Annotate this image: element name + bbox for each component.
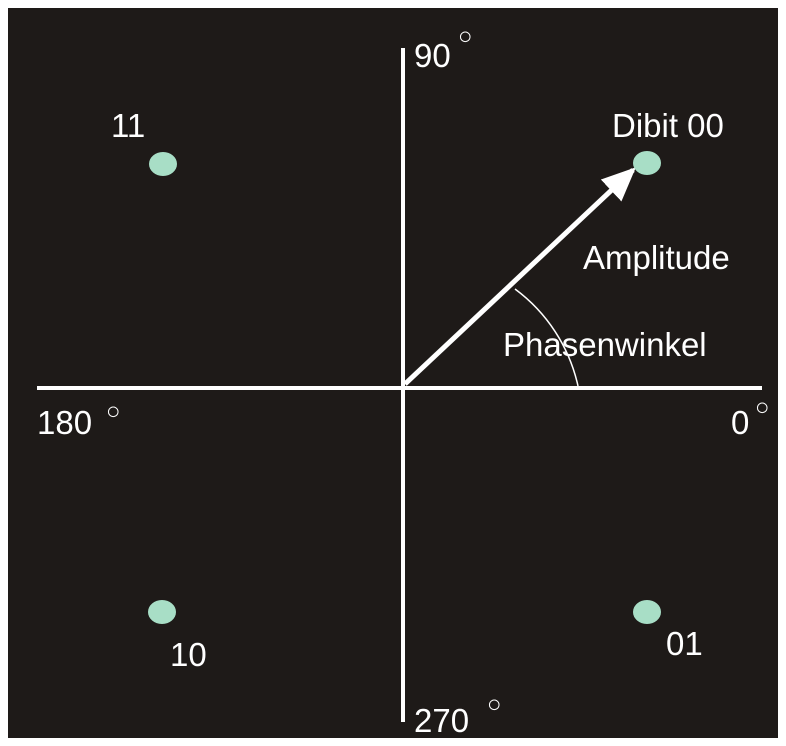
label-90: 90	[414, 37, 451, 74]
label-dibit-00: Dibit 00	[612, 107, 724, 144]
constellation-point-10	[148, 600, 176, 624]
constellation-point-00	[633, 151, 661, 175]
label-180: 180	[37, 404, 92, 441]
label-dibit-01: 01	[666, 625, 703, 662]
label-phasenwinkel: Phasenwinkel	[503, 326, 707, 363]
degree-sign-180: ○	[106, 398, 121, 425]
label-amplitude: Amplitude	[583, 239, 730, 276]
phase-angle-arc	[514, 288, 579, 387]
label-0: 0	[731, 404, 749, 441]
label-270: 270	[414, 702, 469, 739]
degree-sign-90: ○	[458, 23, 473, 50]
degree-sign-0: ○	[755, 394, 770, 421]
label-dibit-11: 11	[111, 107, 145, 144]
amplitude-vector-arrow	[403, 167, 636, 386]
degree-sign-270: ○	[487, 691, 502, 718]
constellation-point-01	[633, 600, 661, 624]
label-dibit-10: 10	[170, 636, 207, 673]
constellation-point-11	[149, 152, 177, 176]
